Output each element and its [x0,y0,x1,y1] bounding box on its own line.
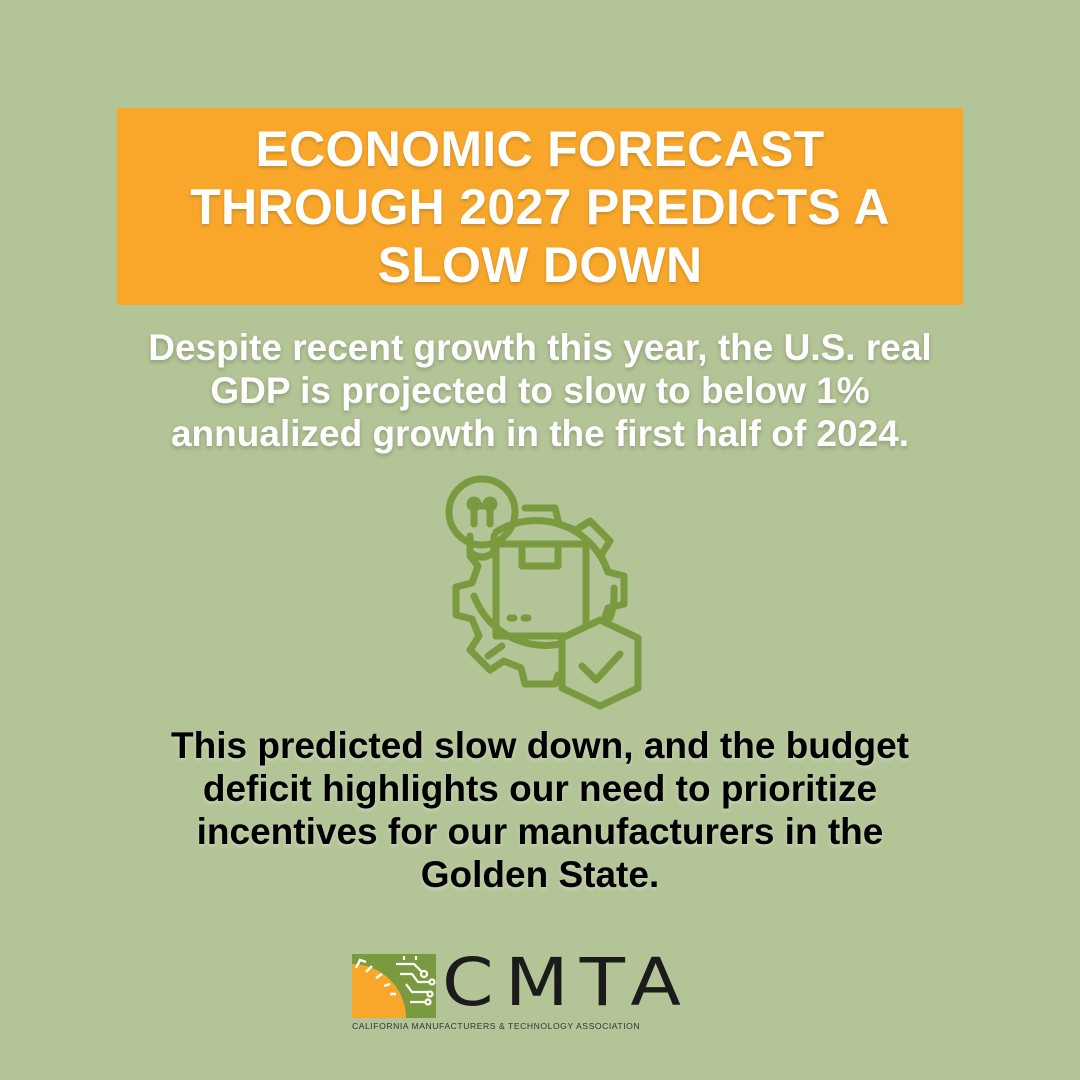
cmta-gear-circuit-icon [352,954,436,1018]
logo-tagline: CALIFORNIA MANUFACTURERS & TECHNOLOGY AS… [352,1021,641,1031]
headline: ECONOMIC FORECAST THROUGH 2027 PREDICTS … [190,120,890,293]
headline-banner: ECONOMIC FORECAST THROUGH 2027 PREDICTS … [117,108,963,305]
gear-lightbulb-box-shield-check-icon [430,470,650,710]
logo-wordmark: CMTA [442,944,693,1021]
body-text: This predicted slow down, and the budget… [171,725,909,895]
cmta-logo: CMTA CALIFORNIA MANUFACTURERS & TECHNOLO… [352,948,732,1034]
subtext: Despite recent growth this year, the U.S… [148,327,932,454]
